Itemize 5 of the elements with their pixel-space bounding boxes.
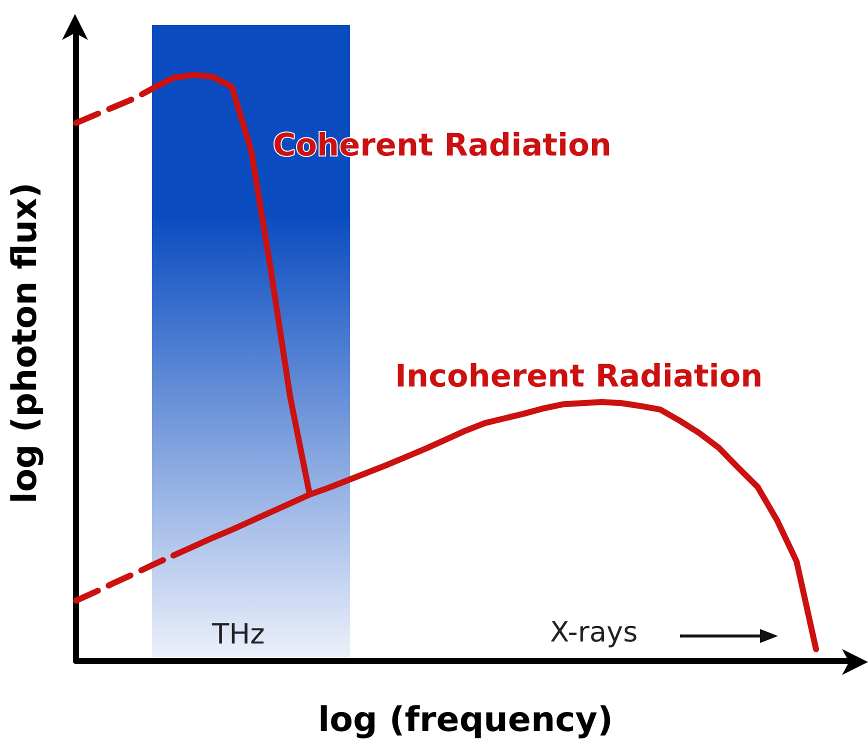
series-label: Incoherent Radiation — [395, 358, 763, 394]
annotation: X-rays — [550, 616, 638, 648]
y-axis-title: log (photon flux) — [5, 182, 45, 504]
x-axis-title: log (frequency) — [318, 700, 614, 740]
annotation: THz — [211, 618, 265, 650]
